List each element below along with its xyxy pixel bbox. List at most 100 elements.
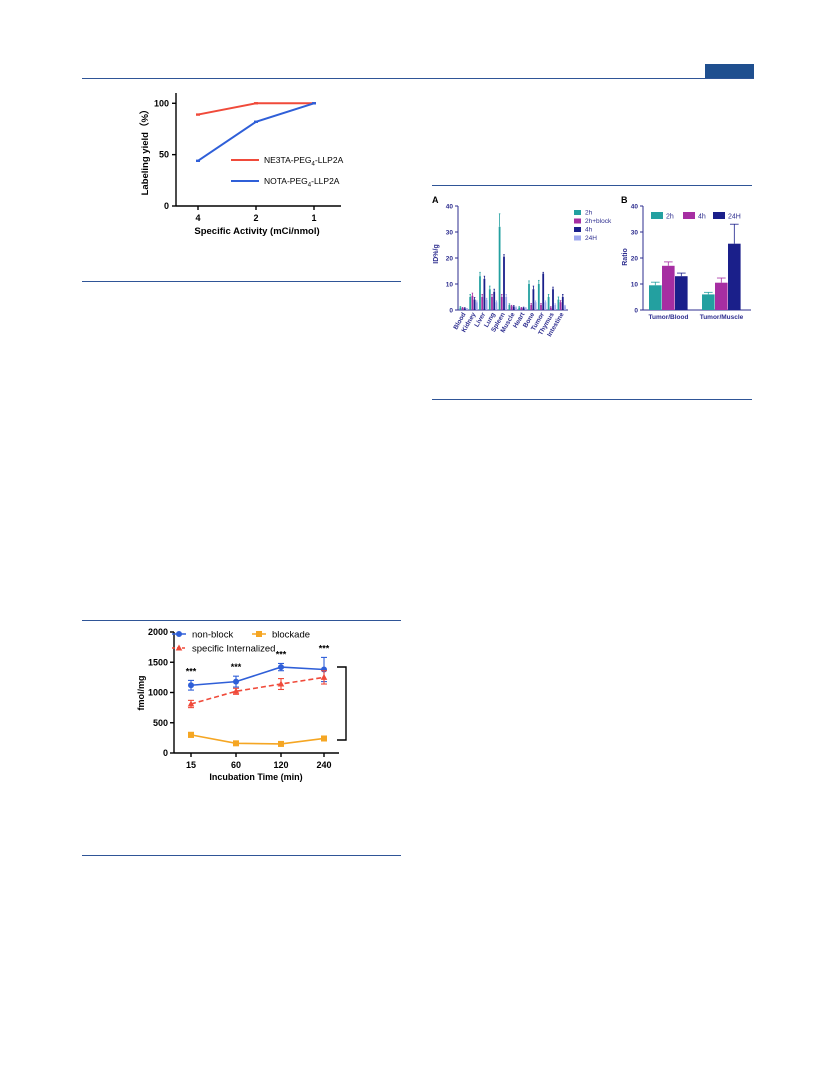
bar — [564, 306, 566, 310]
y-tick-label: 1000 — [148, 688, 168, 698]
bar — [528, 284, 530, 310]
data-point — [277, 680, 285, 687]
x-axis-title: Incubation Time (min) — [209, 772, 302, 782]
bar — [503, 256, 505, 310]
legend-entry-1: NE3TA-PEG4-LLP2A — [264, 155, 344, 168]
bar — [522, 307, 525, 310]
y-tick-label: 50 — [159, 150, 169, 160]
bar — [544, 302, 547, 310]
legend-swatch — [683, 212, 695, 219]
bar — [728, 243, 741, 310]
bar — [463, 308, 466, 310]
figure-rule-2-top — [432, 185, 752, 186]
header-tab — [705, 64, 754, 78]
data-point — [312, 102, 316, 105]
bar — [510, 306, 513, 310]
bar — [512, 306, 515, 310]
y-tick-label: 40 — [446, 204, 454, 211]
legend-entry-4: 24H — [585, 235, 597, 242]
data-point — [232, 687, 240, 694]
data-point — [176, 631, 182, 637]
x-tick-label: Tumor/Blood — [649, 314, 689, 321]
bar — [461, 307, 464, 310]
x-tick-label: 120 — [273, 760, 288, 770]
legend-entry-1: 2h — [666, 214, 674, 221]
bar — [466, 308, 468, 310]
x-tick-label: 2 — [253, 213, 258, 223]
y-tick-label: 0 — [449, 308, 453, 315]
y-tick-label: 10 — [446, 282, 454, 289]
y-tick-label: 0 — [634, 308, 638, 315]
legend-swatch — [574, 210, 581, 215]
figure-rule-1-bottom — [82, 281, 401, 282]
significance-label: *** — [231, 662, 242, 672]
bar — [557, 299, 560, 310]
legend-entry-1: 2h — [585, 210, 593, 217]
legend-entry-3: specific Internalized — [192, 644, 275, 655]
data-point — [188, 731, 194, 738]
bar — [493, 291, 496, 310]
data-point — [188, 682, 194, 689]
significance-label: *** — [276, 649, 287, 659]
legend-swatch — [574, 218, 581, 224]
data-point — [320, 673, 328, 680]
series-line-3 — [190, 676, 325, 705]
y-tick-label: 10 — [631, 282, 639, 289]
bar — [505, 297, 508, 310]
figure-rule-2-bottom — [432, 399, 752, 400]
x-tick-label: 60 — [231, 760, 241, 770]
y-tick-label: 40 — [631, 204, 639, 211]
legend-entry-3: 24H — [728, 214, 741, 221]
y-axis-title: Ratio — [622, 248, 629, 266]
y-tick-label: 1500 — [148, 657, 168, 667]
data-point — [196, 159, 200, 162]
bar — [662, 265, 675, 310]
data-point — [256, 631, 262, 637]
bar — [475, 302, 478, 310]
bar — [549, 307, 552, 310]
bar — [561, 297, 564, 310]
bar — [537, 284, 540, 310]
x-axis-title: Specific Activity (mCi/nmol) — [194, 226, 319, 237]
data-point — [254, 102, 258, 105]
significance-bracket — [337, 666, 347, 741]
bar — [459, 307, 462, 310]
bar — [485, 299, 488, 310]
data-point — [187, 700, 195, 707]
internalization-chart: fmol/mg 0 500 1000 1500 2000 15 60 120 240 *** *… — [136, 627, 347, 782]
y-tick-label: 0 — [164, 201, 169, 211]
bar — [702, 294, 715, 310]
bar — [469, 297, 472, 310]
bar — [552, 289, 554, 310]
x-tick-label: 15 — [186, 760, 196, 770]
bar — [547, 297, 550, 310]
bar — [540, 304, 542, 310]
bar — [508, 304, 511, 310]
legend-entry-2: 4h — [698, 214, 706, 221]
series-line-1 — [190, 666, 325, 687]
data-point — [254, 120, 258, 123]
data-point — [196, 113, 200, 116]
bar — [488, 289, 491, 310]
tumor-ratio-chart: B Ratio 0 10 20 30 40 Tumor/Blood Tumor/Muscl… — [621, 195, 751, 321]
y-axis-title: Labeling yield（%） — [139, 105, 151, 196]
bar — [500, 297, 503, 310]
bar — [479, 276, 481, 310]
x-tick-label: Tumor/Muscle — [700, 314, 744, 321]
bar — [554, 304, 557, 310]
legend-swatch — [574, 235, 581, 241]
y-tick-label: 20 — [446, 256, 454, 263]
bar — [473, 299, 476, 310]
y-tick-label: 2000 — [148, 627, 168, 637]
bar — [532, 289, 535, 310]
y-tick-label: 500 — [153, 718, 168, 728]
legend-entry-3: 4h — [585, 227, 593, 234]
legend-swatch — [651, 212, 663, 219]
bar — [524, 308, 527, 310]
bar — [518, 307, 521, 310]
x-tick-label: 4 — [195, 213, 200, 223]
data-point — [278, 740, 284, 747]
legend-entry-1: non-block — [192, 630, 233, 641]
bar — [481, 297, 484, 310]
significance-label: *** — [319, 643, 330, 653]
